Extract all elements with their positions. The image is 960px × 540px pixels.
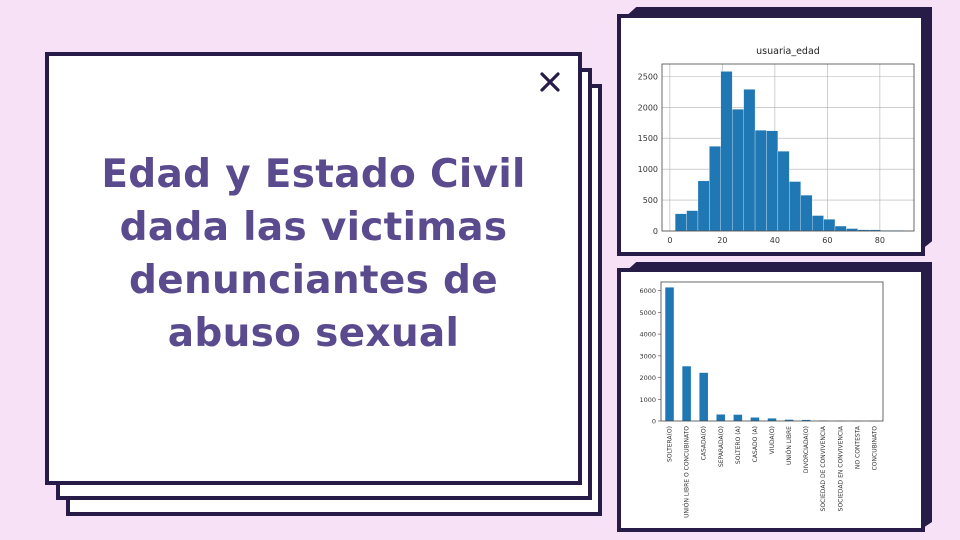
y-tick-label: 2000 xyxy=(638,103,658,112)
histogram-bar xyxy=(732,109,743,231)
plot-area xyxy=(661,282,883,421)
y-tick-label: 2000 xyxy=(639,374,656,382)
civil-status-barchart: 0 1000 2000 3000 4000 5000 6000 SOLTERA(O) UNIÓN… xyxy=(621,272,921,528)
histogram-bar xyxy=(766,131,777,231)
x-tick-label: SOLTERO (A) xyxy=(735,426,742,464)
y-tick-label: 0 xyxy=(652,418,656,426)
histogram-title: usuaria_edad xyxy=(756,46,820,57)
x-tick-label: CONCUBINATO xyxy=(871,426,878,471)
x-tick-label: UNIÓN LIBRE xyxy=(786,426,793,465)
x-tick-label: 80 xyxy=(875,236,885,245)
title-card: Edad y Estado Civil dada las victimas de… xyxy=(45,52,582,485)
age-histogram: usuaria_edad 0 500 1000 1500 2000 2500 0 20 40 60 8… xyxy=(621,18,921,252)
y-tick-label: 1500 xyxy=(638,134,658,143)
histogram-bar xyxy=(709,146,720,231)
histogram-bar xyxy=(675,214,686,231)
x-tick-label: UNIÓN LIBRE O CONCUBINATO xyxy=(684,426,691,518)
x-tick-label: NO CONTESTA xyxy=(854,425,861,469)
barchart-frame: 0 1000 2000 3000 4000 5000 6000 SOLTERA(O) UNIÓN… xyxy=(617,268,925,532)
slide-title: Edad y Estado Civil dada las victimas de… xyxy=(69,148,558,360)
x-tick-label: 20 xyxy=(717,236,727,245)
x-tick-label: 40 xyxy=(770,236,780,245)
histogram-bar xyxy=(812,216,823,231)
histogram-bar xyxy=(698,181,709,231)
histogram-bar xyxy=(687,211,698,231)
x-tick-label: SEPARADA(O) xyxy=(718,426,725,467)
bar xyxy=(665,287,674,421)
x-tick-label: 60 xyxy=(822,236,832,245)
histogram-bar xyxy=(824,219,835,231)
histogram-bar xyxy=(744,89,755,231)
x-tick-label: SOCIEDAD EN CONVIVENCIA xyxy=(837,425,844,511)
y-tick-label: 1000 xyxy=(639,396,656,404)
x-tick-label: CASADA(O) xyxy=(701,426,708,460)
x-tick-label: 0 xyxy=(667,236,672,245)
x-tick-label: CASADO (A) xyxy=(752,426,759,462)
x-tick-label: VIUDA(O) xyxy=(769,426,776,454)
x-tick-label: DIVORCIADA(O) xyxy=(803,426,810,473)
histogram-bar xyxy=(721,71,732,231)
y-tick-label: 5000 xyxy=(639,309,656,317)
histogram-bar xyxy=(835,226,846,231)
y-tick-label: 3000 xyxy=(639,352,656,360)
bar xyxy=(699,373,708,421)
y-tick-label: 4000 xyxy=(639,331,656,339)
bar xyxy=(682,366,691,421)
bar xyxy=(717,414,726,421)
histogram-frame: usuaria_edad 0 500 1000 1500 2000 2500 0 20 40 60 8… xyxy=(617,14,925,256)
y-tick-label: 500 xyxy=(643,196,658,205)
y-tick-label: 6000 xyxy=(639,287,656,295)
histogram-bar xyxy=(801,195,812,231)
x-tick-label: SOCIEDAD DE CONVIVENCIA xyxy=(820,425,827,511)
x-tick-label: SOLTERA(O) xyxy=(667,426,674,462)
histogram-bar xyxy=(789,182,800,231)
histogram-bar xyxy=(755,130,766,231)
y-tick-label: 2500 xyxy=(638,72,658,81)
histogram-bar xyxy=(778,151,789,231)
y-tick-label: 1000 xyxy=(638,165,658,174)
bar xyxy=(734,415,743,421)
close-icon[interactable] xyxy=(536,68,564,96)
bar xyxy=(751,418,760,421)
y-tick-label: 0 xyxy=(653,227,658,236)
